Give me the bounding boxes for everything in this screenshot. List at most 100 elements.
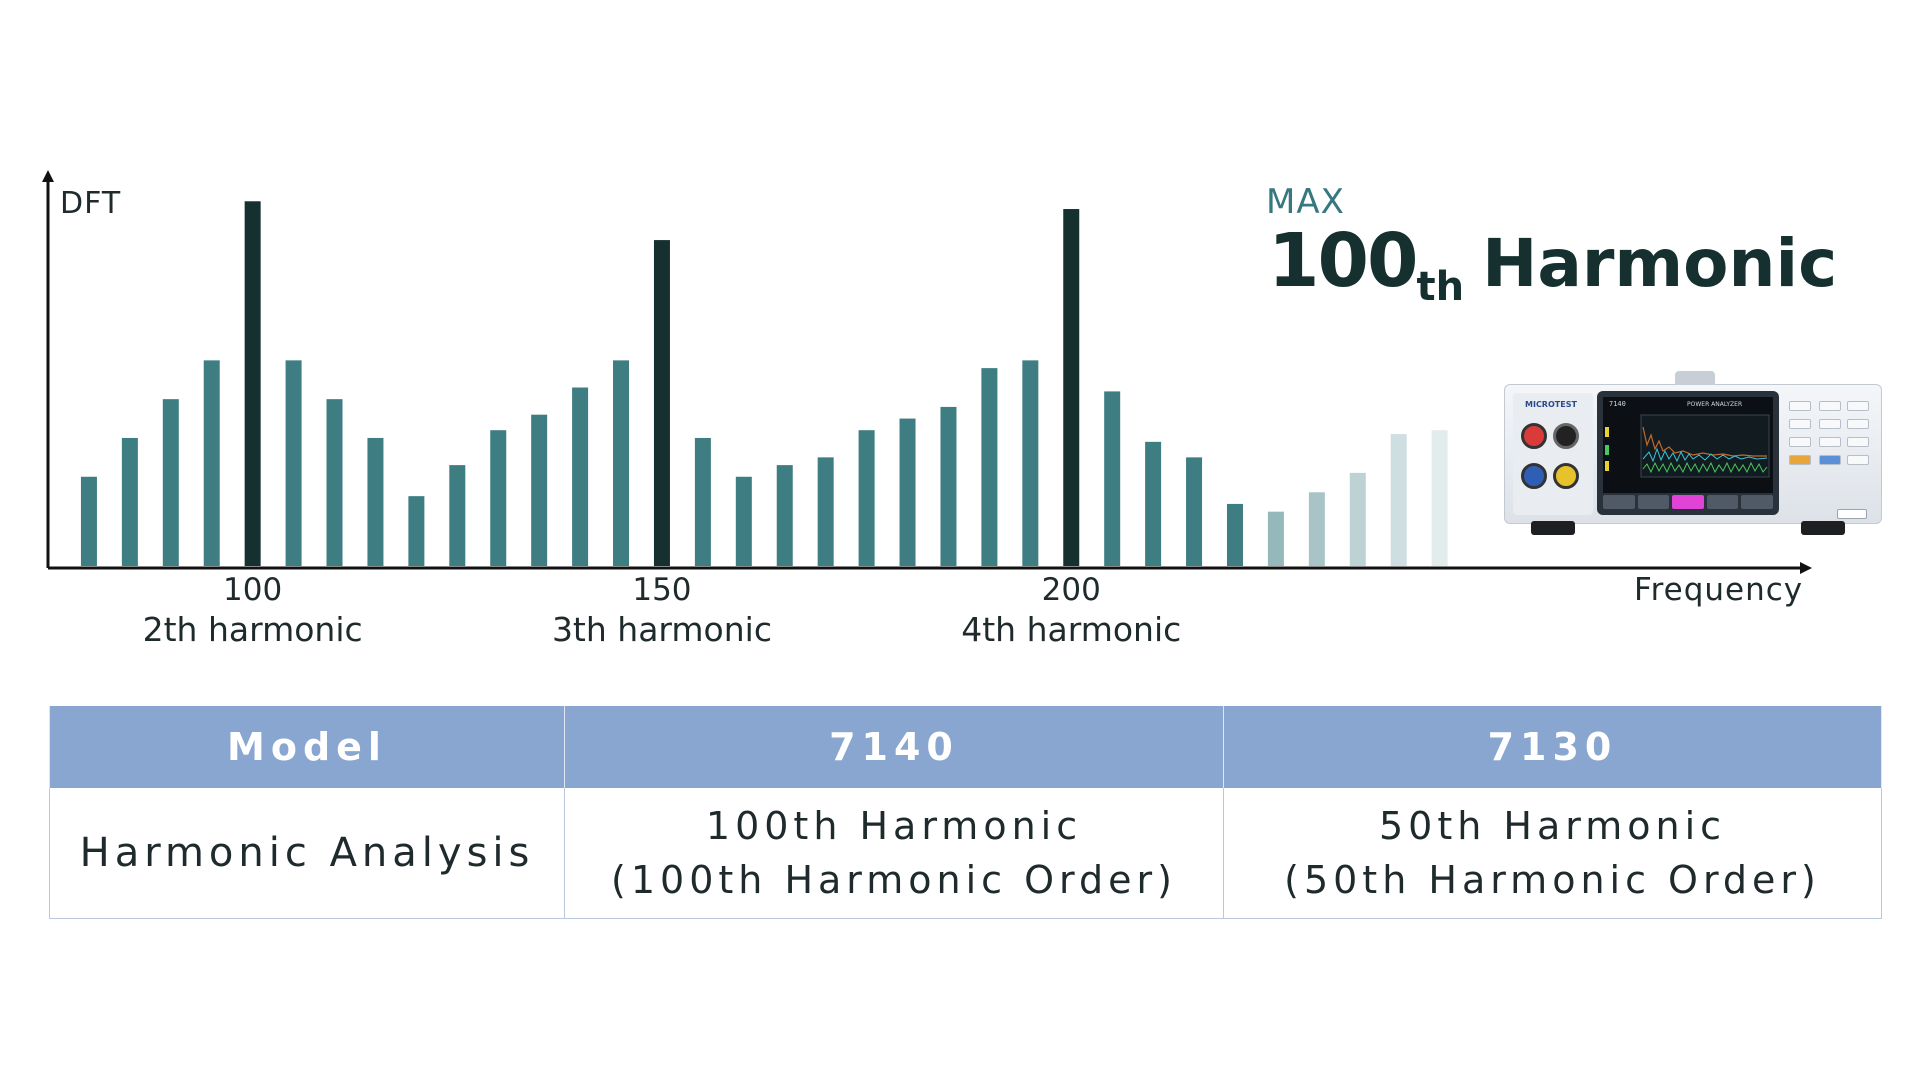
x-tick-100: 100 xyxy=(223,572,283,608)
cell-7140: 100th Harmonic (100th Harmonic Order) xyxy=(564,788,1224,919)
bar-205 xyxy=(1104,391,1121,566)
x-tick-150: 150 xyxy=(632,572,692,608)
device-key xyxy=(1847,455,1869,465)
device-key xyxy=(1819,401,1841,411)
cell-7130-line2: (50th Harmonic Order) xyxy=(1284,858,1821,902)
table-row: Harmonic Analysis 100th Harmonic (100th … xyxy=(49,788,1882,919)
power-analyzer-image: MICROTEST 7140 POWER ANALYZER xyxy=(1504,371,1882,535)
device-foot-right xyxy=(1801,521,1845,535)
device-softkey xyxy=(1706,495,1739,509)
bar-215 xyxy=(1186,457,1203,566)
bar-peak-150 xyxy=(653,240,670,566)
bar-85 xyxy=(121,437,138,566)
bar-220 xyxy=(1226,503,1243,566)
device-screen-frame: 7140 POWER ANALYZER xyxy=(1597,391,1779,515)
device-key xyxy=(1847,419,1869,429)
device-indicator-1 xyxy=(1605,427,1609,437)
model-comparison-table: Model 7140 7130 Harmonic Analysis 100th … xyxy=(49,706,1882,919)
voltage-plus-jack xyxy=(1521,423,1547,449)
bar-peak-100 xyxy=(244,201,261,566)
device-key xyxy=(1789,437,1811,447)
bar-140 xyxy=(572,387,589,566)
device-indicator-2 xyxy=(1605,445,1609,455)
device-key xyxy=(1819,455,1841,465)
device-trace-cyan xyxy=(1642,447,1768,463)
promo-title: 100th Harmonic xyxy=(1268,218,1838,310)
device-softkey xyxy=(1672,495,1704,509)
device-keypad xyxy=(1785,393,1873,519)
bar-peak-200 xyxy=(1063,209,1080,567)
device-name-text: POWER ANALYZER xyxy=(1687,401,1742,408)
voltage-minus-jack xyxy=(1553,423,1579,449)
cell-7130-line1: 50th Harmonic xyxy=(1378,804,1727,848)
bar-125 xyxy=(449,465,466,566)
promo-number: 100 xyxy=(1268,218,1418,304)
promo-word: Harmonic xyxy=(1482,225,1838,302)
bar-180 xyxy=(899,418,916,566)
device-trace-orange xyxy=(1642,426,1767,457)
device-waveform: 7140 POWER ANALYZER xyxy=(1605,400,1770,478)
bar-110 xyxy=(326,399,343,566)
bar-165 xyxy=(776,465,793,566)
bar-95 xyxy=(203,360,220,566)
y-axis-arrow xyxy=(42,170,54,182)
x-axis-label: Frequency xyxy=(1634,572,1804,608)
bar-115 xyxy=(367,437,384,566)
bar-225 xyxy=(1267,511,1284,566)
device-brand: MICROTEST xyxy=(1525,400,1577,409)
device-trace-green xyxy=(1642,461,1768,474)
bar-245 xyxy=(1431,430,1448,566)
device-softkeys xyxy=(1603,495,1773,509)
device-handle xyxy=(1675,371,1715,385)
cell-7140-line1: 100th Harmonic xyxy=(705,804,1083,848)
device-key xyxy=(1789,419,1811,429)
device-key xyxy=(1847,401,1869,411)
bar-80 xyxy=(80,476,97,566)
device-key xyxy=(1819,437,1841,447)
device-foot-left xyxy=(1531,521,1575,535)
current-plus-jack xyxy=(1521,463,1547,489)
bar-series xyxy=(80,201,1448,567)
bar-145 xyxy=(613,360,630,566)
device-power-button xyxy=(1837,509,1867,519)
bar-160 xyxy=(735,476,752,566)
harmonic-label-150: 3th harmonic xyxy=(551,610,772,649)
row-label-harmonic-analysis: Harmonic Analysis xyxy=(49,788,565,919)
device-softkey xyxy=(1741,495,1773,509)
x-tick-200: 200 xyxy=(1041,572,1101,608)
bar-235 xyxy=(1349,472,1366,566)
device-key xyxy=(1847,437,1869,447)
bar-120 xyxy=(408,496,425,566)
header-7140: 7140 xyxy=(564,706,1224,788)
harmonic-label-100: 2th harmonic xyxy=(142,610,363,649)
header-7130: 7130 xyxy=(1223,706,1882,788)
device-input-panel: MICROTEST xyxy=(1513,393,1593,515)
bar-155 xyxy=(694,437,711,566)
dft-chart xyxy=(42,170,1812,574)
bar-185 xyxy=(940,406,957,566)
promo-max-label: MAX xyxy=(1266,182,1345,222)
bar-90 xyxy=(162,399,179,566)
bar-195 xyxy=(1022,360,1039,566)
bar-210 xyxy=(1145,441,1162,566)
table-header-row: Model 7140 7130 xyxy=(49,706,1882,788)
x-axis-arrow xyxy=(1800,562,1812,574)
device-key xyxy=(1789,455,1811,465)
device-key xyxy=(1789,401,1811,411)
header-model: Model xyxy=(49,706,565,788)
device-screen: 7140 POWER ANALYZER xyxy=(1603,397,1773,493)
promo-suffix: th xyxy=(1416,264,1465,310)
bar-175 xyxy=(858,430,875,566)
y-axis-label: DFT xyxy=(60,186,122,221)
bar-105 xyxy=(285,360,302,566)
bar-240 xyxy=(1390,434,1407,566)
current-minus-jack xyxy=(1553,463,1579,489)
device-softkey xyxy=(1637,495,1670,509)
bar-170 xyxy=(817,457,834,566)
bar-230 xyxy=(1308,492,1325,566)
device-indicator-3 xyxy=(1605,461,1609,471)
cell-7130: 50th Harmonic (50th Harmonic Order) xyxy=(1223,788,1882,919)
bar-135 xyxy=(531,414,548,566)
bar-190 xyxy=(981,368,998,566)
device-model-text: 7140 xyxy=(1609,400,1626,408)
